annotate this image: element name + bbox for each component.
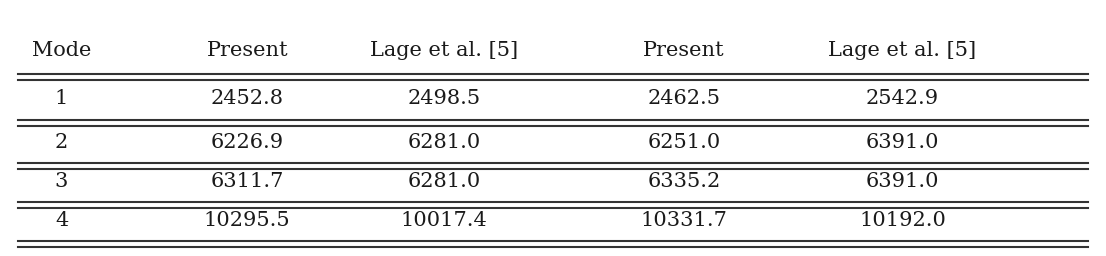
Text: 6251.0: 6251.0: [647, 133, 721, 152]
Text: Lage et al. [5]: Lage et al. [5]: [828, 41, 977, 60]
Text: 2462.5: 2462.5: [647, 89, 720, 109]
Text: 2498.5: 2498.5: [407, 89, 480, 109]
Text: 2452.8: 2452.8: [211, 89, 284, 109]
Text: 10295.5: 10295.5: [204, 210, 291, 229]
Text: 3: 3: [55, 172, 69, 191]
Text: 6281.0: 6281.0: [407, 133, 480, 152]
Text: 4: 4: [55, 210, 69, 229]
Text: Present: Present: [207, 41, 288, 60]
Text: 10331.7: 10331.7: [640, 210, 728, 229]
Text: 6226.9: 6226.9: [210, 133, 284, 152]
Text: Mode: Mode: [32, 41, 91, 60]
Text: 6391.0: 6391.0: [866, 172, 939, 191]
Text: 6335.2: 6335.2: [647, 172, 721, 191]
Text: 6391.0: 6391.0: [866, 133, 939, 152]
Text: 6311.7: 6311.7: [210, 172, 284, 191]
Text: 10017.4: 10017.4: [400, 210, 487, 229]
Text: 2: 2: [55, 133, 69, 152]
Text: Present: Present: [644, 41, 724, 60]
Text: 2542.9: 2542.9: [866, 89, 939, 109]
Text: 10192.0: 10192.0: [859, 210, 946, 229]
Text: Lage et al. [5]: Lage et al. [5]: [369, 41, 518, 60]
Text: 6281.0: 6281.0: [407, 172, 480, 191]
Text: 1: 1: [55, 89, 69, 109]
